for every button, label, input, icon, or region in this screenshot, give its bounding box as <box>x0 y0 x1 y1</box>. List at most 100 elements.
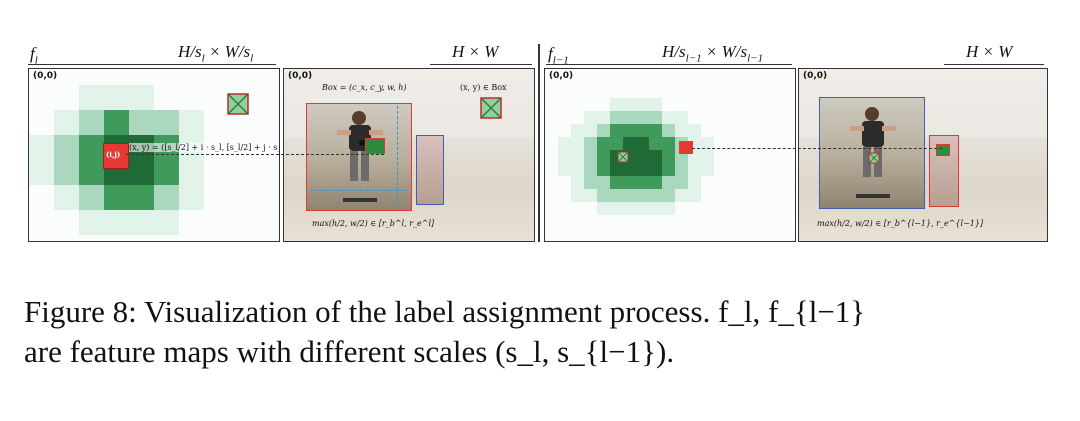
heatmap-cell <box>154 160 179 185</box>
center-cell <box>936 144 950 156</box>
heatmap-cell <box>662 137 675 150</box>
heatmap-grid-lm1 <box>545 69 795 241</box>
heatmap-cell <box>688 176 701 189</box>
heatmap-cell <box>688 124 701 137</box>
heatmap-cell <box>584 137 597 150</box>
heatmap-cell <box>104 185 129 210</box>
header-f-l: fl <box>30 44 38 67</box>
heatmap-cell <box>104 85 129 110</box>
no-assign-icon <box>868 152 880 164</box>
scale-condition-lm1: max(h/2, w/2) ∈ [r_b^{l−1}, r_e^{l−1}] <box>817 219 984 228</box>
heatmap-cell <box>623 202 636 215</box>
heatmap-cell <box>29 135 54 160</box>
heatmap-cell <box>79 110 104 135</box>
heatmap-cell <box>675 176 688 189</box>
heatmap-cell <box>584 176 597 189</box>
header-dims-lm1: H/sl−1 × W/sl−1 <box>662 42 764 65</box>
center-cell <box>365 138 385 154</box>
heatmap-cell <box>675 163 688 176</box>
caption-line-1: Figure 8: Visualization of the label ass… <box>24 294 866 329</box>
heatmap-cell <box>662 150 675 163</box>
heatmap-cell <box>662 189 675 202</box>
heatmap-cell <box>675 189 688 202</box>
origin-label: (0,0) <box>549 71 574 81</box>
header-hw-1: H × W <box>452 42 499 61</box>
heatmap-cell <box>104 110 129 135</box>
heatmap-cell <box>610 111 623 124</box>
scale-condition-l: max(h/2, w/2) ∈ [r_b^l, r_e^l] <box>312 219 435 228</box>
heatmap-cell <box>701 137 714 150</box>
heatmap-panel-l: (0,0) (i,j) (x, y) = ([s_l/2] + i · s_l,… <box>28 68 280 242</box>
heatmap-cell <box>636 189 649 202</box>
heatmap-cell <box>662 176 675 189</box>
heatmap-cell <box>636 202 649 215</box>
heatmap-cell <box>597 137 610 150</box>
heatmap-cell <box>662 202 675 215</box>
center-point <box>359 140 365 146</box>
skater-box-blue <box>819 97 925 209</box>
heatmap-cell <box>675 124 688 137</box>
heatmap-cell <box>636 163 649 176</box>
heatmap-cell <box>129 85 154 110</box>
cell-label: (i,j) <box>106 150 121 159</box>
heatmap-cell <box>675 111 688 124</box>
no-assign-icon <box>617 151 629 163</box>
origin-label: (0,0) <box>803 71 828 81</box>
heatmap-cell <box>129 110 154 135</box>
heatmap-cell <box>79 135 104 160</box>
heatmap-cell <box>649 189 662 202</box>
heatmap-cell <box>571 150 584 163</box>
heatmap-cell <box>636 98 649 111</box>
heatmap-cell <box>610 176 623 189</box>
box-height-arrow <box>397 106 398 206</box>
no-assign-icon <box>227 93 249 115</box>
heatmap-cell <box>597 150 610 163</box>
heatmap-grid-l <box>29 69 279 241</box>
heatmap-cell <box>129 210 154 235</box>
heatmap-cell <box>179 185 204 210</box>
mapping-formula: (x, y) = ([s_l/2] + i · s_l, [s_l/2] + j… <box>129 143 279 152</box>
header-f-lm1: fl−1 <box>548 44 569 67</box>
heatmap-cell <box>610 124 623 137</box>
origin-label: (0,0) <box>33 71 58 81</box>
heatmap-cell <box>662 111 675 124</box>
heatmap-cell <box>623 98 636 111</box>
heatmap-cell <box>597 176 610 189</box>
heatmap-cell <box>649 111 662 124</box>
header-hw-2: H × W <box>966 42 1013 61</box>
heatmap-cell <box>688 189 701 202</box>
heatmap-cell <box>649 163 662 176</box>
heatmap-cell <box>584 150 597 163</box>
heatmap-cell <box>623 137 636 150</box>
heatmap-cell <box>54 185 79 210</box>
heatmap-cell <box>597 111 610 124</box>
header-underline <box>944 64 1044 65</box>
person-box-blue <box>416 135 444 205</box>
heatmap-cell <box>179 160 204 185</box>
origin-label: (0,0) <box>288 71 313 81</box>
header-underline <box>430 64 532 65</box>
heatmap-cell <box>636 137 649 150</box>
heatmap-cell <box>636 150 649 163</box>
heatmap-cell <box>701 163 714 176</box>
heatmap-cell <box>623 111 636 124</box>
heatmap-cell <box>584 189 597 202</box>
assignment-link-l <box>126 154 384 155</box>
heatmap-cell <box>636 124 649 137</box>
skater-figure <box>337 111 383 202</box>
header-underline <box>546 64 792 65</box>
caption-line-2: are feature maps with different scales (… <box>24 334 675 369</box>
heatmap-cell <box>649 124 662 137</box>
heatmap-cell <box>584 111 597 124</box>
heatmap-cell <box>623 189 636 202</box>
heatmap-cell <box>649 137 662 150</box>
heatmap-cell <box>79 210 104 235</box>
heatmap-cell <box>662 163 675 176</box>
heatmap-cell <box>29 160 54 185</box>
heatmap-cell <box>571 176 584 189</box>
heatmap-cell <box>610 137 623 150</box>
skater-box <box>306 103 412 211</box>
heatmap-cell <box>54 160 79 185</box>
assigned-cell: (i,j) <box>103 143 129 169</box>
assignment-link-lm1 <box>692 148 942 149</box>
